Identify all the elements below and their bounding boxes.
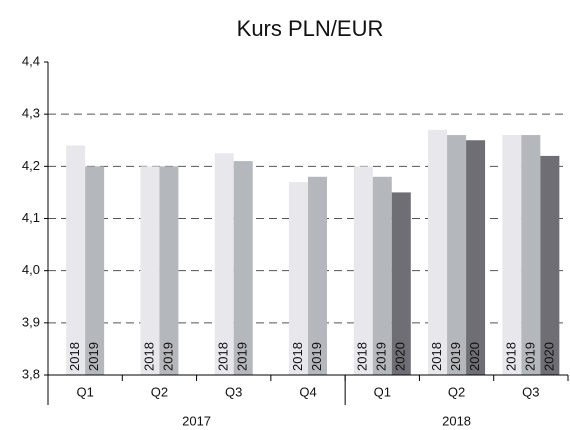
y-tick-label: 4,1 bbox=[22, 210, 40, 225]
bar bbox=[85, 166, 105, 375]
bar-series-label: 2019 bbox=[235, 342, 250, 371]
bar bbox=[391, 192, 411, 375]
bar bbox=[502, 135, 522, 375]
chart-title: Kurs PLN/EUR bbox=[237, 16, 384, 41]
bar bbox=[308, 176, 327, 375]
y-tick-label: 4,3 bbox=[22, 106, 40, 121]
bar-series-label: 2020 bbox=[393, 342, 408, 371]
y-tick-label: 3,9 bbox=[22, 314, 40, 329]
bar-series-label: 2019 bbox=[86, 342, 101, 371]
bar-series-label: 2018 bbox=[141, 342, 156, 371]
bar-series-label: 2018 bbox=[290, 342, 305, 371]
bar-series-label: 2019 bbox=[160, 342, 175, 371]
bar bbox=[447, 135, 467, 375]
bar-series-label: 2018 bbox=[429, 342, 444, 371]
bar-series-label: 2018 bbox=[355, 342, 370, 371]
bar-series-label: 2019 bbox=[374, 342, 389, 371]
bar bbox=[521, 135, 541, 375]
x-tick-label: Q3 bbox=[522, 384, 539, 399]
x-group-label: 2017 bbox=[182, 413, 211, 428]
y-tick-label: 3,8 bbox=[22, 366, 40, 381]
bar bbox=[233, 161, 253, 375]
x-group-label: 2018 bbox=[442, 413, 471, 428]
bar-series-label: 2019 bbox=[309, 342, 324, 371]
bar-series-label: 2020 bbox=[541, 342, 556, 371]
bar bbox=[466, 140, 486, 375]
y-tick-label: 4,2 bbox=[22, 158, 40, 173]
bar bbox=[289, 181, 308, 375]
bar bbox=[66, 145, 86, 375]
bar bbox=[214, 153, 234, 375]
x-tick-label: Q3 bbox=[225, 384, 242, 399]
bar-series-label: 2018 bbox=[67, 342, 82, 371]
bar-series-label: 2018 bbox=[503, 342, 518, 371]
bar-series-label: 2019 bbox=[448, 342, 463, 371]
bar-series-label: 2019 bbox=[522, 342, 537, 371]
bar bbox=[372, 176, 392, 375]
bar bbox=[353, 166, 373, 375]
x-tick-label: Q1 bbox=[374, 384, 391, 399]
x-tick-label: Q1 bbox=[76, 384, 93, 399]
bar bbox=[140, 166, 160, 375]
x-tick-label: Q4 bbox=[299, 384, 316, 399]
y-tick-label: 4,0 bbox=[22, 262, 40, 277]
bar bbox=[540, 155, 560, 375]
x-tick-label: Q2 bbox=[151, 384, 168, 399]
bar-series-label: 2018 bbox=[216, 342, 231, 371]
bar bbox=[159, 166, 179, 375]
y-tick-label: 4,4 bbox=[22, 53, 40, 68]
bar-series-label: 2020 bbox=[467, 342, 482, 371]
x-tick-label: Q2 bbox=[448, 384, 465, 399]
bar bbox=[428, 129, 448, 375]
